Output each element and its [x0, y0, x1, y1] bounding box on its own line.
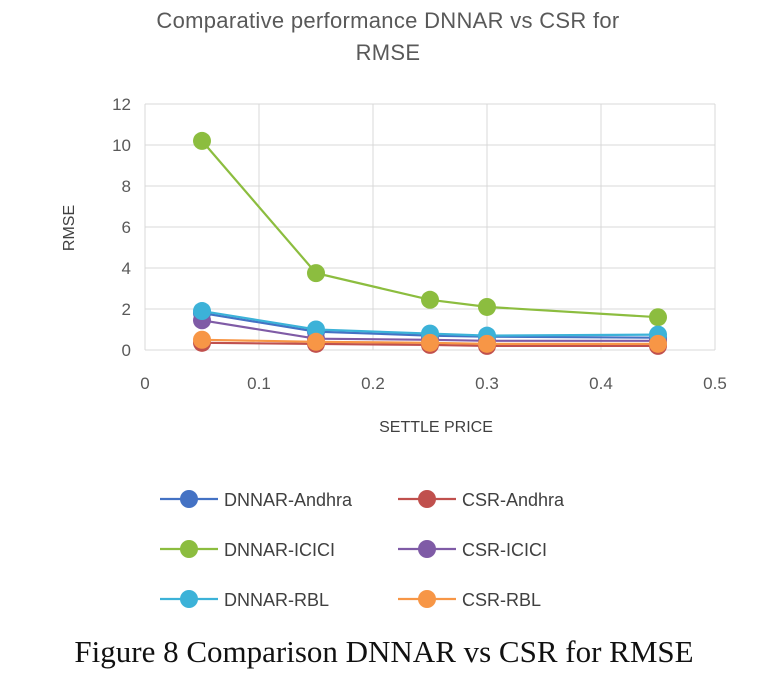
- data-point: [421, 333, 439, 352]
- legend-label: DNNAR-ICICI: [224, 540, 335, 560]
- data-point: [307, 264, 325, 283]
- y-tick-label: 12: [112, 95, 131, 114]
- data-point: [307, 332, 325, 351]
- x-axis-label: SETTLE PRICE: [379, 419, 493, 436]
- chart-title-line-2: RMSE: [356, 40, 421, 65]
- x-tick-label: 0.2: [361, 374, 385, 393]
- legend-label: CSR-RBL: [462, 590, 541, 610]
- grid: [144, 103, 716, 351]
- y-axis-label: RMSE: [61, 205, 78, 251]
- legend-label: DNNAR-Andhra: [224, 490, 353, 510]
- x-tick-label: 0.5: [703, 374, 727, 393]
- figure-caption: Figure 8 Comparison DNNAR vs CSR for RMS…: [74, 634, 694, 669]
- legend-item: CSR-RBL: [398, 590, 541, 610]
- legend-label: CSR-Andhra: [462, 490, 565, 510]
- series-lines: [193, 131, 667, 355]
- data-point: [649, 308, 667, 327]
- data-point: [307, 320, 325, 339]
- chart-title: Comparative performance DNNAR vs CSR for…: [156, 8, 619, 65]
- legend-marker: [418, 540, 436, 558]
- y-tick-label: 4: [122, 259, 131, 278]
- legend-marker: [418, 490, 436, 508]
- chart-svg: Comparative performance DNNAR vs CSR for…: [61, 8, 727, 610]
- legend-marker: [180, 490, 198, 508]
- y-tick-label: 8: [122, 177, 131, 196]
- series-line: [201, 140, 659, 319]
- legend-item: DNNAR-ICICI: [160, 540, 335, 560]
- y-tick-label: 10: [112, 136, 131, 155]
- data-point: [193, 330, 211, 349]
- legend: DNNAR-Andhra CSR-Andhra DNNAR-ICICI CSR-ICI…: [160, 490, 565, 610]
- data-point: [478, 334, 496, 353]
- x-tick-label: 0.1: [247, 374, 271, 393]
- y-tick-labels: 0 2 4 6 8 10 12: [112, 95, 131, 360]
- y-tick-label: 2: [122, 300, 131, 319]
- y-tick-label: 0: [122, 341, 131, 360]
- data-point: [193, 302, 211, 321]
- data-point: [649, 334, 667, 353]
- legend-item: DNNAR-RBL: [160, 590, 329, 610]
- legend-label: CSR-ICICI: [462, 540, 547, 560]
- legend-item: DNNAR-Andhra: [160, 490, 353, 510]
- data-point: [421, 290, 439, 309]
- x-tick-label: 0.3: [475, 374, 499, 393]
- legend-marker: [180, 590, 198, 608]
- legend-item: CSR-ICICI: [398, 540, 547, 560]
- x-tick-labels: 0 0.1 0.2 0.3 0.4 0.5: [140, 374, 727, 393]
- chart-title-line-1: Comparative performance DNNAR vs CSR for: [156, 8, 619, 33]
- legend-marker: [180, 540, 198, 558]
- data-point: [478, 297, 496, 316]
- series-DNNAR-ICICI: [193, 131, 667, 327]
- y-tick-label: 6: [122, 218, 131, 237]
- x-tick-label: 0: [140, 374, 149, 393]
- data-point: [193, 131, 211, 150]
- legend-item: CSR-Andhra: [398, 490, 565, 510]
- x-tick-label: 0.4: [589, 374, 613, 393]
- legend-label: DNNAR-RBL: [224, 590, 329, 610]
- series-CSR-RBL: [193, 330, 667, 353]
- legend-marker: [418, 590, 436, 608]
